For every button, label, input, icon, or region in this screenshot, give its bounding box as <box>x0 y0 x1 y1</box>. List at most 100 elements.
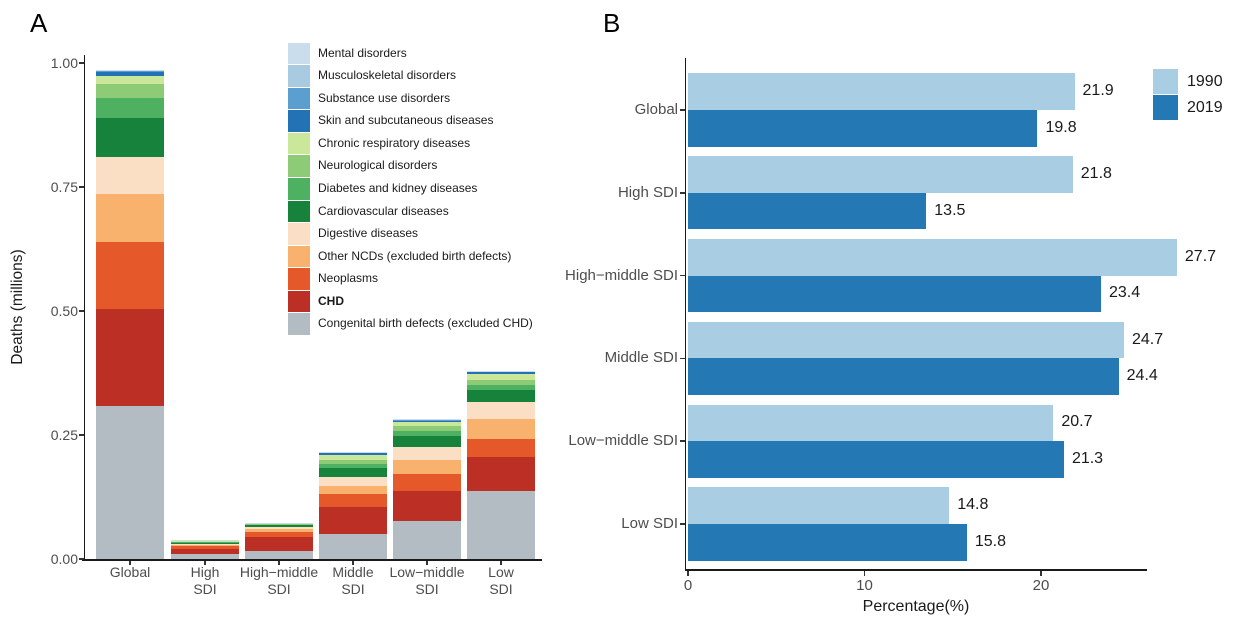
x-axis-line <box>684 569 1147 571</box>
bar-segment <box>393 430 461 437</box>
legend-item: Chronic respiratory diseases <box>288 132 548 155</box>
bar-segment <box>96 98 164 119</box>
y-axis-line <box>83 55 85 561</box>
legend-item: Cardiovascular diseases <box>288 200 548 223</box>
legend-item: Skin and subcutaneous diseases <box>288 110 548 132</box>
legend-swatch <box>288 245 310 268</box>
bar-segment <box>96 76 164 85</box>
legend-label: Diabetes and kidney diseases <box>318 181 478 195</box>
bar-value-label: 15.8 <box>974 532 1006 550</box>
bar-value-label: 21.3 <box>1071 450 1104 468</box>
x-axis-tick <box>278 560 280 565</box>
bar-segment <box>393 473 461 492</box>
legend-item: Diabetes and kidney diseases <box>288 178 548 200</box>
bar-segment <box>467 401 535 419</box>
panel-b-letter: B <box>603 8 621 38</box>
bar-segment <box>96 84 164 99</box>
legend-item: CHD <box>288 290 548 313</box>
y-axis-line <box>684 58 686 571</box>
bar-2019 <box>688 275 1101 313</box>
x-tick-label: 0 <box>683 577 693 594</box>
legend-item: Mental disorders <box>288 42 548 65</box>
y-tick-label: 0.25 <box>50 427 78 443</box>
bar-segment <box>393 421 461 426</box>
legend-item: Musculoskeletal disorders <box>288 65 548 87</box>
legend-label: Chronic respiratory diseases <box>318 135 471 150</box>
bar-segment <box>245 531 313 538</box>
y-axis-tick <box>78 62 84 64</box>
legend-label: Neurological disorders <box>318 158 438 173</box>
bar-segment <box>467 385 535 391</box>
legend-label: Cardiovascular diseases <box>318 203 449 218</box>
legend-label: 2019 <box>1187 99 1223 116</box>
legend-swatch <box>1153 95 1178 120</box>
x-axis-tick <box>426 560 428 565</box>
bar-segment <box>467 371 535 374</box>
y-category-label: High−middle SDI <box>565 266 678 284</box>
legend-swatch <box>288 223 310 245</box>
bar-segment <box>96 194 164 243</box>
bar-segment <box>393 520 461 559</box>
legend-swatch <box>288 200 310 223</box>
bar-2019 <box>688 358 1119 396</box>
bar-segment <box>96 157 164 195</box>
bar-segment <box>245 525 313 528</box>
bar-segment <box>245 528 313 532</box>
bar-segment <box>467 490 535 559</box>
legend-label: 1990 <box>1187 73 1223 90</box>
bar-2019 <box>688 524 967 561</box>
y-axis-tick <box>679 274 685 277</box>
bar-segment <box>96 70 164 72</box>
y-tick-label: 0.00 <box>50 551 78 567</box>
legend-label: Other NCDs (excluded birth defects) <box>318 248 512 263</box>
bar-segment <box>393 447 461 460</box>
bar-segment <box>245 523 313 525</box>
legend-item: Substance use disorders <box>288 87 548 110</box>
bar-segment <box>171 548 239 555</box>
x-category-label: Middle SDI <box>332 563 374 597</box>
legend-item: Other NCDs (excluded birth defects) <box>288 245 548 268</box>
y-axis-tick <box>679 523 685 525</box>
bar-value-label: 13.5 <box>934 201 966 219</box>
bar-segment <box>393 425 461 431</box>
bar-segment <box>467 457 535 491</box>
legend-swatch <box>288 178 310 200</box>
panel-a-y-axis-title: Deaths (millions) <box>9 249 26 365</box>
bar-1990 <box>688 487 950 524</box>
bar-segment <box>319 454 387 461</box>
y-axis-tick <box>679 357 685 360</box>
y-axis-tick <box>679 440 685 442</box>
x-tick-label: 20 <box>1032 577 1050 594</box>
bar-segment <box>467 373 535 381</box>
bar-1990 <box>688 321 1124 359</box>
bar-segment <box>467 380 535 386</box>
bar-segment <box>319 494 387 507</box>
panel-b-x-axis-title: Percentage(%) <box>862 598 970 615</box>
bar-segment <box>96 242 164 309</box>
x-axis-tick <box>500 560 502 565</box>
y-axis-tick <box>78 310 84 312</box>
legend-item: 1990 <box>1153 69 1233 94</box>
bar-1990 <box>688 73 1075 110</box>
legend-swatch <box>288 155 310 177</box>
legend-swatch <box>288 313 310 335</box>
legend-swatch <box>288 290 310 313</box>
bar-segment <box>393 436 461 448</box>
x-axis-tick <box>1040 570 1042 576</box>
bar-segment <box>96 71 164 77</box>
legend-label: Digestive diseases <box>318 226 419 241</box>
bar-2019 <box>688 192 927 230</box>
bar-segment <box>171 542 239 544</box>
bar-segment <box>393 491 461 521</box>
y-axis-tick <box>679 192 685 194</box>
legend-swatch <box>288 110 310 132</box>
bar-segment <box>171 544 239 546</box>
legend-swatch <box>288 268 310 290</box>
bar-segment <box>319 467 387 477</box>
bar-segment <box>319 485 387 494</box>
bar-segment <box>245 537 313 551</box>
legend-item: Digestive diseases <box>288 223 548 245</box>
x-axis-tick <box>863 570 866 576</box>
panel-a: A Deaths (millions) 0.00 0.25 0.50 0.75 1.00… <box>0 0 600 634</box>
x-axis-tick <box>352 560 354 565</box>
